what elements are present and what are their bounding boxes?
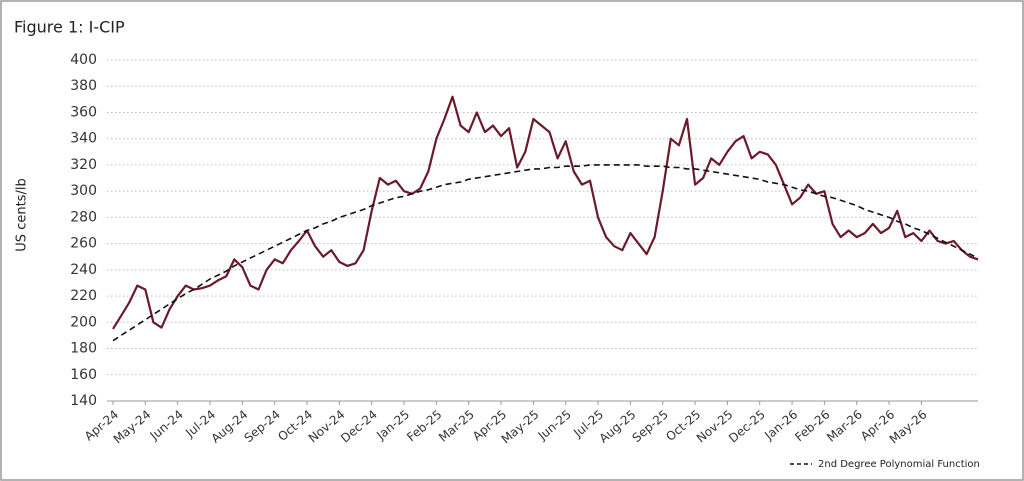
y-tick-label: 260 (70, 236, 97, 252)
chart-title: Figure 1: I-CIP (14, 18, 125, 37)
y-tick-label: 140 (70, 393, 97, 409)
legend-label: 2nd Degree Polynomial Function (818, 459, 980, 470)
y-tick-label: 200 (70, 314, 97, 330)
y-tick-label: 360 (70, 104, 97, 120)
y-tick-label: 380 (70, 78, 97, 94)
y-tick-label: 400 (70, 52, 97, 68)
y-tick-label: 340 (70, 131, 97, 147)
data-line (112, 95, 979, 330)
y-tick-label: 240 (70, 262, 97, 278)
y-tick-label: 180 (70, 341, 97, 357)
y-axis-label: US cents/lb (15, 178, 30, 251)
y-tick-label: 320 (70, 157, 97, 173)
y-tick-label: 300 (70, 183, 97, 199)
y-tick-label: 280 (70, 209, 97, 225)
y-tick-label: 160 (70, 367, 97, 383)
y-tick-label: 220 (70, 288, 97, 304)
trend-line (112, 164, 979, 342)
